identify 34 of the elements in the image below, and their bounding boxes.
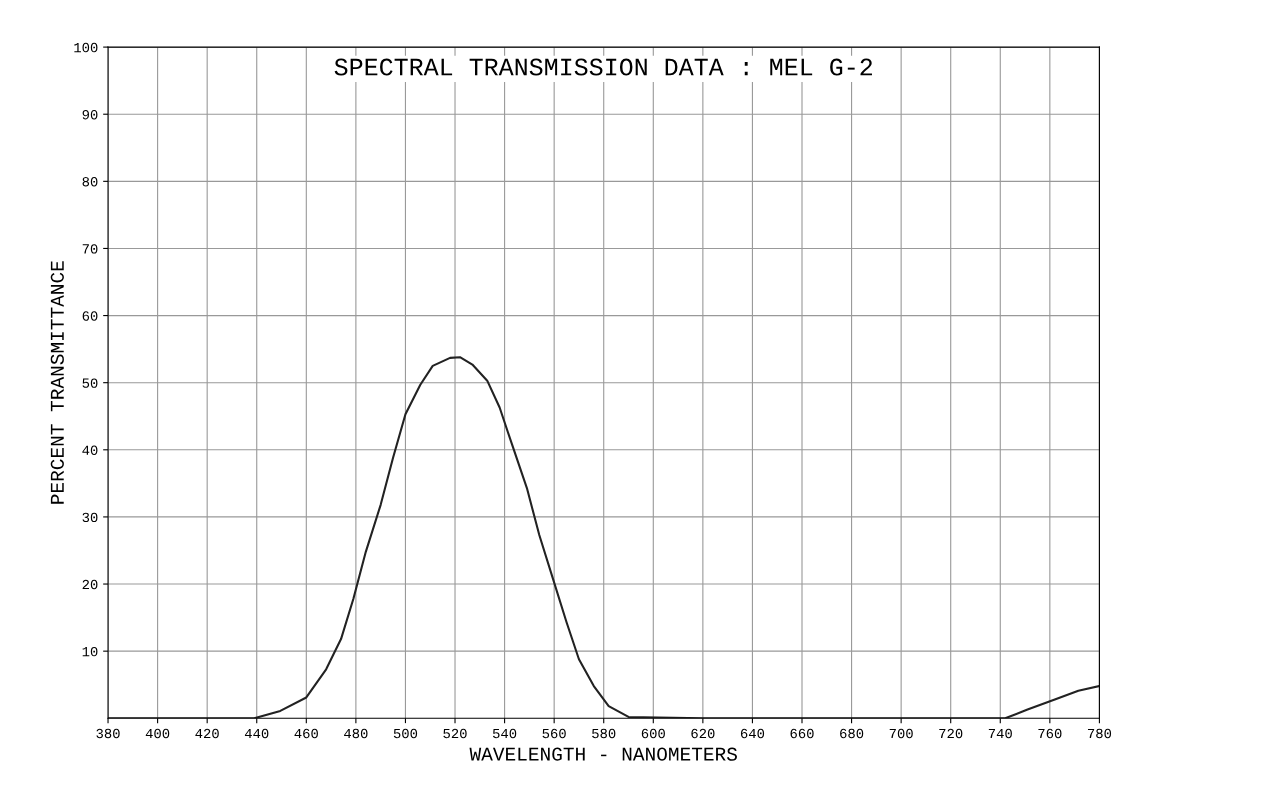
x-tick-label: 560 bbox=[542, 728, 566, 739]
x-tick-label: 700 bbox=[889, 728, 913, 739]
chart-title: SPECTRAL TRANSMISSION DATA : MEL G-2 bbox=[334, 58, 872, 76]
x-tick-label: 640 bbox=[740, 728, 765, 739]
x-tick-label: 440 bbox=[244, 728, 269, 739]
x-tick-label: 720 bbox=[939, 728, 963, 739]
y-tick-label: 30 bbox=[82, 512, 98, 523]
x-tick-label: 660 bbox=[790, 728, 814, 739]
x-tick-label: 480 bbox=[344, 728, 368, 739]
y-axis-title: PERCENT TRANSMITTANCE bbox=[50, 261, 64, 504]
x-tick-label: 620 bbox=[691, 728, 715, 739]
y-tick-label: 70 bbox=[82, 244, 98, 254]
y-tick-label: 90 bbox=[82, 109, 98, 120]
x-axis-title: WAVELENGTH - NANOMETERS bbox=[469, 747, 737, 761]
y-tick-label: 10 bbox=[82, 646, 98, 657]
x-tick-label: 460 bbox=[294, 728, 318, 739]
x-tick-label: 540 bbox=[492, 728, 517, 739]
x-tick-label: 760 bbox=[1038, 728, 1062, 739]
y-tick-label: 60 bbox=[82, 311, 98, 321]
x-tick-label: 680 bbox=[840, 728, 864, 739]
y-tick-label: 100 bbox=[74, 42, 98, 53]
x-tick-label: 520 bbox=[443, 728, 467, 739]
x-tick-label: 380 bbox=[96, 728, 120, 739]
x-tick-label: 780 bbox=[1087, 728, 1112, 739]
x-tick-label: 740 bbox=[988, 728, 1012, 739]
x-tick-label: 580 bbox=[592, 728, 616, 739]
x-tick-label: 400 bbox=[145, 728, 170, 739]
x-tick-label: 420 bbox=[195, 728, 219, 739]
y-tick-label: 50 bbox=[82, 378, 98, 388]
y-tick-label: 40 bbox=[82, 445, 98, 455]
x-tick-label: 600 bbox=[641, 728, 665, 739]
y-tick-label: 80 bbox=[82, 177, 98, 187]
x-tick-label: 500 bbox=[393, 728, 418, 739]
y-tick-label: 20 bbox=[82, 579, 98, 590]
